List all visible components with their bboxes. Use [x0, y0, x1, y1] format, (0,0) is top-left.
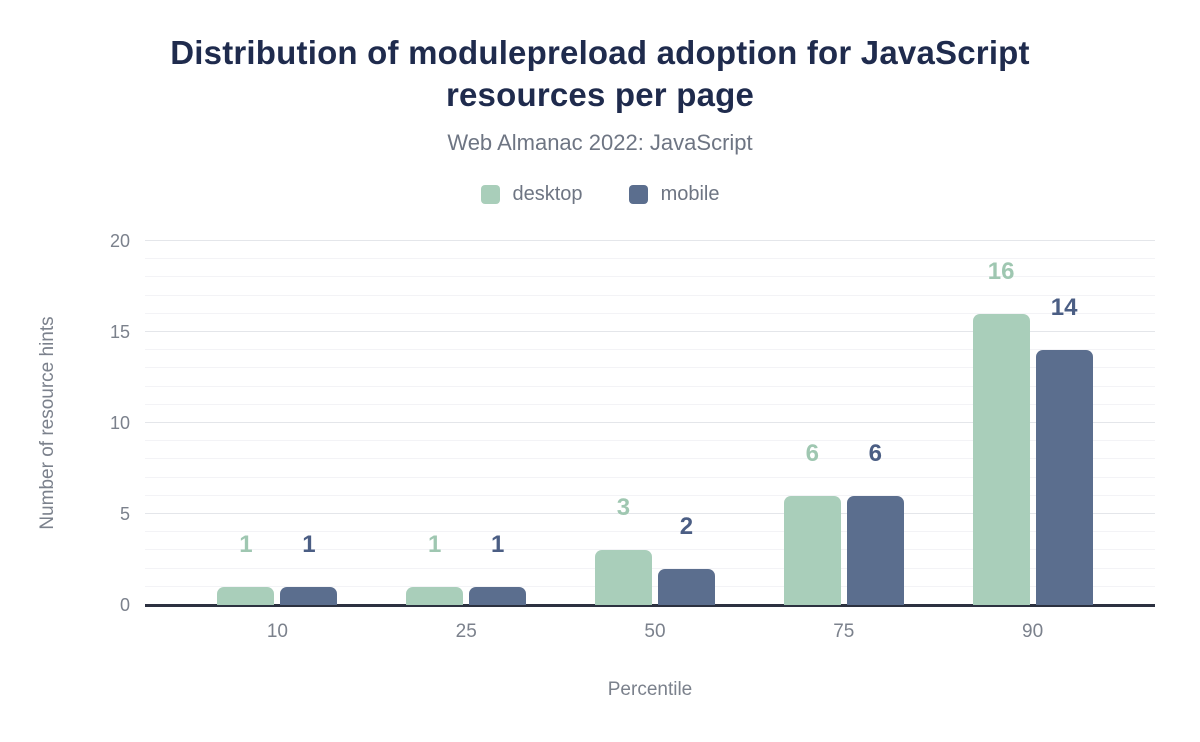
- chart-subtitle: Web Almanac 2022: JavaScript: [447, 130, 753, 155]
- bar-mobile: [846, 495, 904, 605]
- gridline-minor: [145, 349, 1155, 351]
- y-tick-label: 10: [109, 413, 130, 433]
- y-tick-label: 15: [109, 322, 130, 342]
- bar-value-label-desktop: 6: [805, 439, 819, 467]
- bar-unit-desktop: 1: [217, 241, 275, 605]
- legend-swatch-mobile: [628, 185, 648, 204]
- bar-group: 16 14 90: [938, 241, 1127, 642]
- gridline-minor: [145, 294, 1155, 296]
- bar-pair: 16 14: [972, 241, 1093, 605]
- bar-desktop: [406, 586, 464, 605]
- plot-area: 1 1 10 1 1 25 3 2 50 6 6 75 16 14 90: [145, 240, 1155, 642]
- bar-value-label-desktop: 16: [987, 257, 1015, 285]
- x-axis-title: Percentile: [607, 679, 693, 700]
- bar-unit-desktop: 3: [594, 241, 652, 605]
- legend-label-mobile: mobile: [660, 183, 720, 205]
- bar-value-label-desktop: 3: [616, 494, 631, 522]
- x-axis-line: [145, 604, 1155, 607]
- y-tick-label: 20: [109, 231, 130, 251]
- gridline-minor: [145, 403, 1155, 405]
- x-tick-label: 10: [266, 621, 288, 642]
- y-axis-ticks: 0 5 10 15 20: [60, 232, 130, 614]
- legend-item-mobile: mobile: [628, 183, 720, 206]
- bar-mobile: [657, 568, 715, 605]
- x-tick-label: 25: [455, 621, 477, 642]
- bar-desktop: [972, 313, 1030, 605]
- bar-group: 3 2 50: [561, 241, 750, 642]
- legend-label-desktop: desktop: [512, 183, 583, 205]
- gridline-minor: [145, 476, 1155, 478]
- bar-value-label-desktop: 1: [239, 530, 253, 558]
- bar-unit-mobile: 14: [1035, 241, 1093, 605]
- bar-unit-mobile: 1: [469, 241, 527, 605]
- bar-groups: 1 1 10 1 1 25 3 2 50 6 6 75 16 14 90: [183, 241, 1127, 642]
- legend: desktop mobile: [0, 183, 1200, 206]
- x-tick-label: 90: [1022, 621, 1044, 642]
- bar-desktop: [594, 550, 652, 605]
- x-tick-label: 50: [644, 621, 666, 642]
- y-tick-label: 0: [119, 595, 130, 615]
- bar-group: 1 1 10: [183, 241, 372, 642]
- bar-mobile: [280, 586, 338, 605]
- gridline-minor: [145, 276, 1155, 278]
- x-tick-label: 75: [833, 621, 855, 642]
- legend-swatch-desktop: [480, 185, 500, 204]
- chart-title: Distribution of modulepreload adoption f…: [170, 34, 1030, 113]
- bar-value-label-mobile: 1: [491, 530, 505, 558]
- bar-value-label-desktop: 1: [428, 530, 442, 558]
- bar-value-label-mobile: 1: [302, 530, 316, 558]
- bar-group: 1 1 25: [372, 241, 561, 642]
- legend-item-desktop: desktop: [480, 183, 583, 206]
- gridline-major: [145, 422, 1155, 423]
- gridline-minor: [145, 385, 1155, 387]
- gridline-minor: [145, 458, 1155, 460]
- bar-mobile: [469, 586, 527, 605]
- gridline-major: [145, 513, 1155, 514]
- y-axis-title: Number of resource hints: [37, 316, 58, 530]
- bar-value-label-mobile: 6: [868, 439, 882, 467]
- gridline-minor: [145, 367, 1155, 369]
- gridline-minor: [145, 258, 1155, 260]
- gridline-major: [145, 240, 1155, 241]
- gridline-major: [145, 331, 1155, 332]
- gridline-minor: [145, 494, 1155, 496]
- bar-unit-desktop: 1: [406, 241, 464, 605]
- bar-unit-mobile: 6: [846, 241, 904, 605]
- bar-value-label-mobile: 14: [1050, 294, 1078, 322]
- bar-group: 6 6 75: [749, 241, 938, 642]
- gridline-minor: [145, 440, 1155, 442]
- gridline-minor: [145, 549, 1155, 551]
- gridline-minor: [145, 531, 1155, 533]
- bar-unit-desktop: 6: [783, 241, 841, 605]
- bar-mobile: [1035, 350, 1093, 605]
- bar-desktop: [783, 495, 841, 605]
- bar-desktop: [217, 586, 275, 605]
- bar-unit-mobile: 1: [280, 241, 338, 605]
- gridline-minor: [145, 312, 1155, 314]
- y-tick-label: 5: [119, 504, 130, 524]
- bar-value-label-mobile: 2: [679, 512, 694, 540]
- x-axis-title-row: Percentile: [145, 679, 1155, 701]
- bar-unit-mobile: 2: [657, 241, 715, 605]
- bar-unit-desktop: 16: [972, 241, 1030, 605]
